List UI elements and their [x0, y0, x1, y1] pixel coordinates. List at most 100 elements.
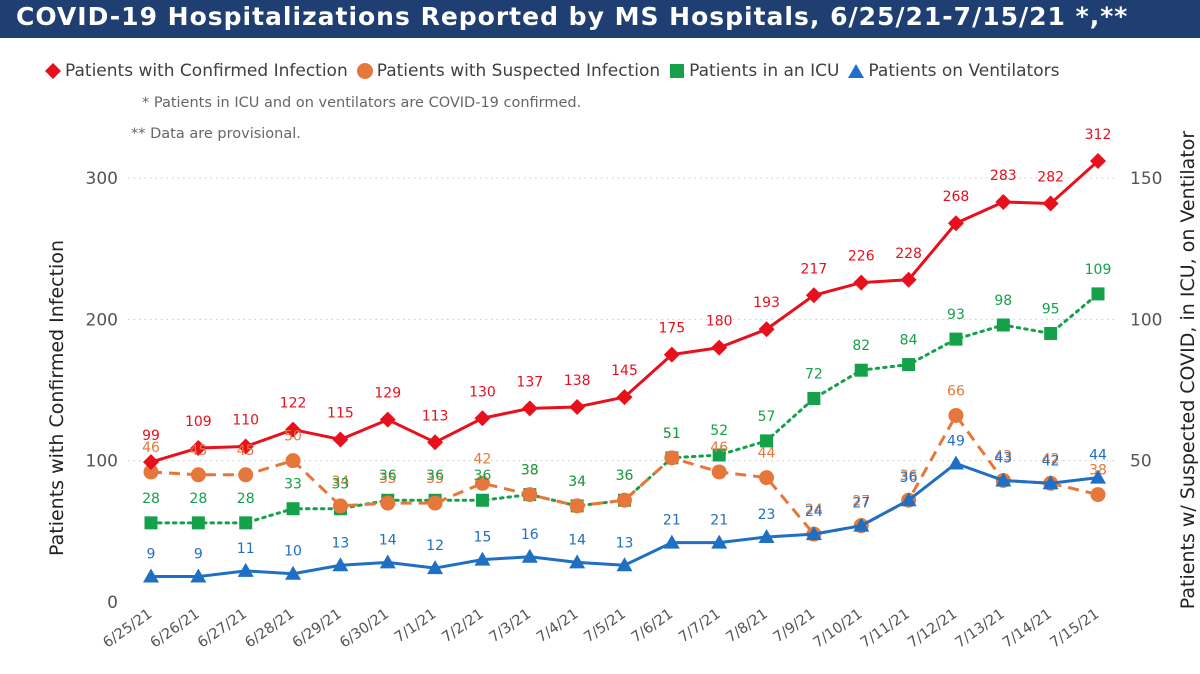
- data-point: [143, 464, 159, 480]
- data-point: [1042, 475, 1059, 490]
- data-point: [900, 271, 917, 288]
- data-point: [427, 560, 444, 575]
- data-label: 24: [805, 502, 823, 518]
- data-point: [144, 516, 158, 530]
- data-point: [379, 554, 396, 569]
- data-label: 51: [663, 426, 681, 442]
- data-label: 21: [710, 513, 728, 529]
- data-point: [711, 464, 727, 480]
- data-label: 43: [994, 448, 1012, 464]
- data-point: [379, 411, 396, 428]
- data-point: [190, 568, 207, 583]
- data-point: [664, 450, 680, 466]
- data-label: 9: [147, 547, 156, 563]
- data-label: 44: [758, 446, 776, 462]
- data-point: [759, 470, 775, 486]
- data-label: 16: [521, 527, 539, 543]
- legend-label: Patients with Suspected Infection: [376, 61, 661, 81]
- legend-item: Patients on Ventilators: [847, 61, 1059, 81]
- x-tick-label: 7/8/21: [723, 606, 770, 646]
- data-label: 312: [1085, 127, 1112, 143]
- data-point: [1090, 487, 1106, 503]
- data-label: 138: [564, 373, 591, 389]
- data-label: 50: [284, 429, 302, 445]
- x-tick-label: 7/3/21: [487, 606, 534, 646]
- data-point: [190, 467, 206, 483]
- data-label: 45: [237, 443, 255, 459]
- data-point: [853, 517, 870, 532]
- data-label: 10: [284, 544, 302, 560]
- series-line: [149, 292, 1100, 525]
- data-point: [285, 421, 302, 438]
- data-point: [237, 438, 254, 455]
- data-point: [712, 448, 726, 462]
- data-labels-3: 9 9 11 10 13 14 12 15 16 14 13 21 21 23 24 27 36 49 43 42 44: [147, 433, 1107, 562]
- data-label: 34: [568, 474, 586, 490]
- data-point: [522, 487, 538, 503]
- data-label: 283: [990, 168, 1017, 184]
- data-label: 57: [758, 409, 776, 425]
- data-point: [474, 475, 490, 491]
- data-label: 93: [947, 307, 965, 323]
- data-label: 9: [194, 547, 203, 563]
- data-label: 193: [753, 295, 780, 311]
- data-point: [286, 502, 300, 516]
- data-label: 42: [1042, 453, 1060, 469]
- data-label: 72: [805, 366, 823, 382]
- data-point: [996, 318, 1010, 332]
- data-label: 115: [327, 405, 354, 421]
- data-point: [1090, 469, 1106, 484]
- data-labels-2: 28 28 28 33 33 36 36 36 38 34 36 51 52 57 72 82 84 93 98 95…: [142, 262, 1111, 507]
- footnote-icu-ventilator: * Patients in ICU and on ventilators are…: [142, 95, 582, 111]
- data-label: 38: [521, 463, 539, 479]
- data-point: [663, 534, 680, 549]
- data-label: 82: [852, 338, 870, 354]
- x-tick-label: 7/11/21: [858, 606, 913, 651]
- data-point: [853, 274, 870, 291]
- data-label: 66: [947, 383, 965, 399]
- data-point: [805, 287, 822, 304]
- x-tick-label: 7/10/21: [811, 606, 866, 651]
- data-point: [474, 551, 491, 566]
- data-label: 228: [895, 246, 922, 262]
- data-label: 95: [1042, 301, 1060, 317]
- y-left-tick-label: 0: [107, 593, 118, 613]
- data-label: 36: [379, 468, 397, 484]
- data-label: 52: [710, 423, 728, 439]
- data-label: 226: [848, 249, 875, 265]
- data-point: [237, 562, 254, 577]
- data-label: 51: [663, 426, 681, 442]
- data-label: 113: [422, 408, 449, 424]
- data-label: 84: [900, 333, 918, 349]
- data-label: 28: [142, 491, 160, 507]
- x-tick-label: 6/28/21: [242, 606, 297, 651]
- data-point: [1044, 326, 1058, 340]
- data-point: [900, 492, 917, 507]
- data-label: 98: [994, 293, 1012, 309]
- data-label: 44: [1089, 448, 1107, 464]
- data-label: 110: [232, 413, 259, 429]
- data-point: [190, 439, 207, 456]
- data-label: 38: [521, 463, 539, 479]
- diamond-icon: [45, 63, 61, 79]
- data-point: [474, 410, 491, 427]
- x-tick-label: 7/14/21: [1000, 606, 1055, 651]
- data-point: [807, 391, 821, 405]
- data-label: 36: [616, 468, 634, 484]
- footnote-provisional: ** Data are provisional.: [131, 126, 301, 142]
- data-label: 28: [237, 491, 255, 507]
- data-label: 42: [1042, 451, 1060, 467]
- data-label: 28: [189, 491, 207, 507]
- data-point: [521, 400, 538, 417]
- x-tick-label: 7/13/21: [953, 606, 1008, 651]
- data-point: [949, 332, 963, 346]
- x-tick-label: 7/1/21: [392, 606, 439, 646]
- x-tick-label: 7/4/21: [534, 606, 581, 646]
- data-label: 36: [474, 468, 492, 484]
- data-label: 34: [331, 474, 349, 490]
- data-point: [1042, 195, 1059, 212]
- data-label: 27: [852, 496, 870, 512]
- data-label: 13: [331, 535, 349, 551]
- data-label: 13: [616, 535, 634, 551]
- data-point: [760, 434, 774, 448]
